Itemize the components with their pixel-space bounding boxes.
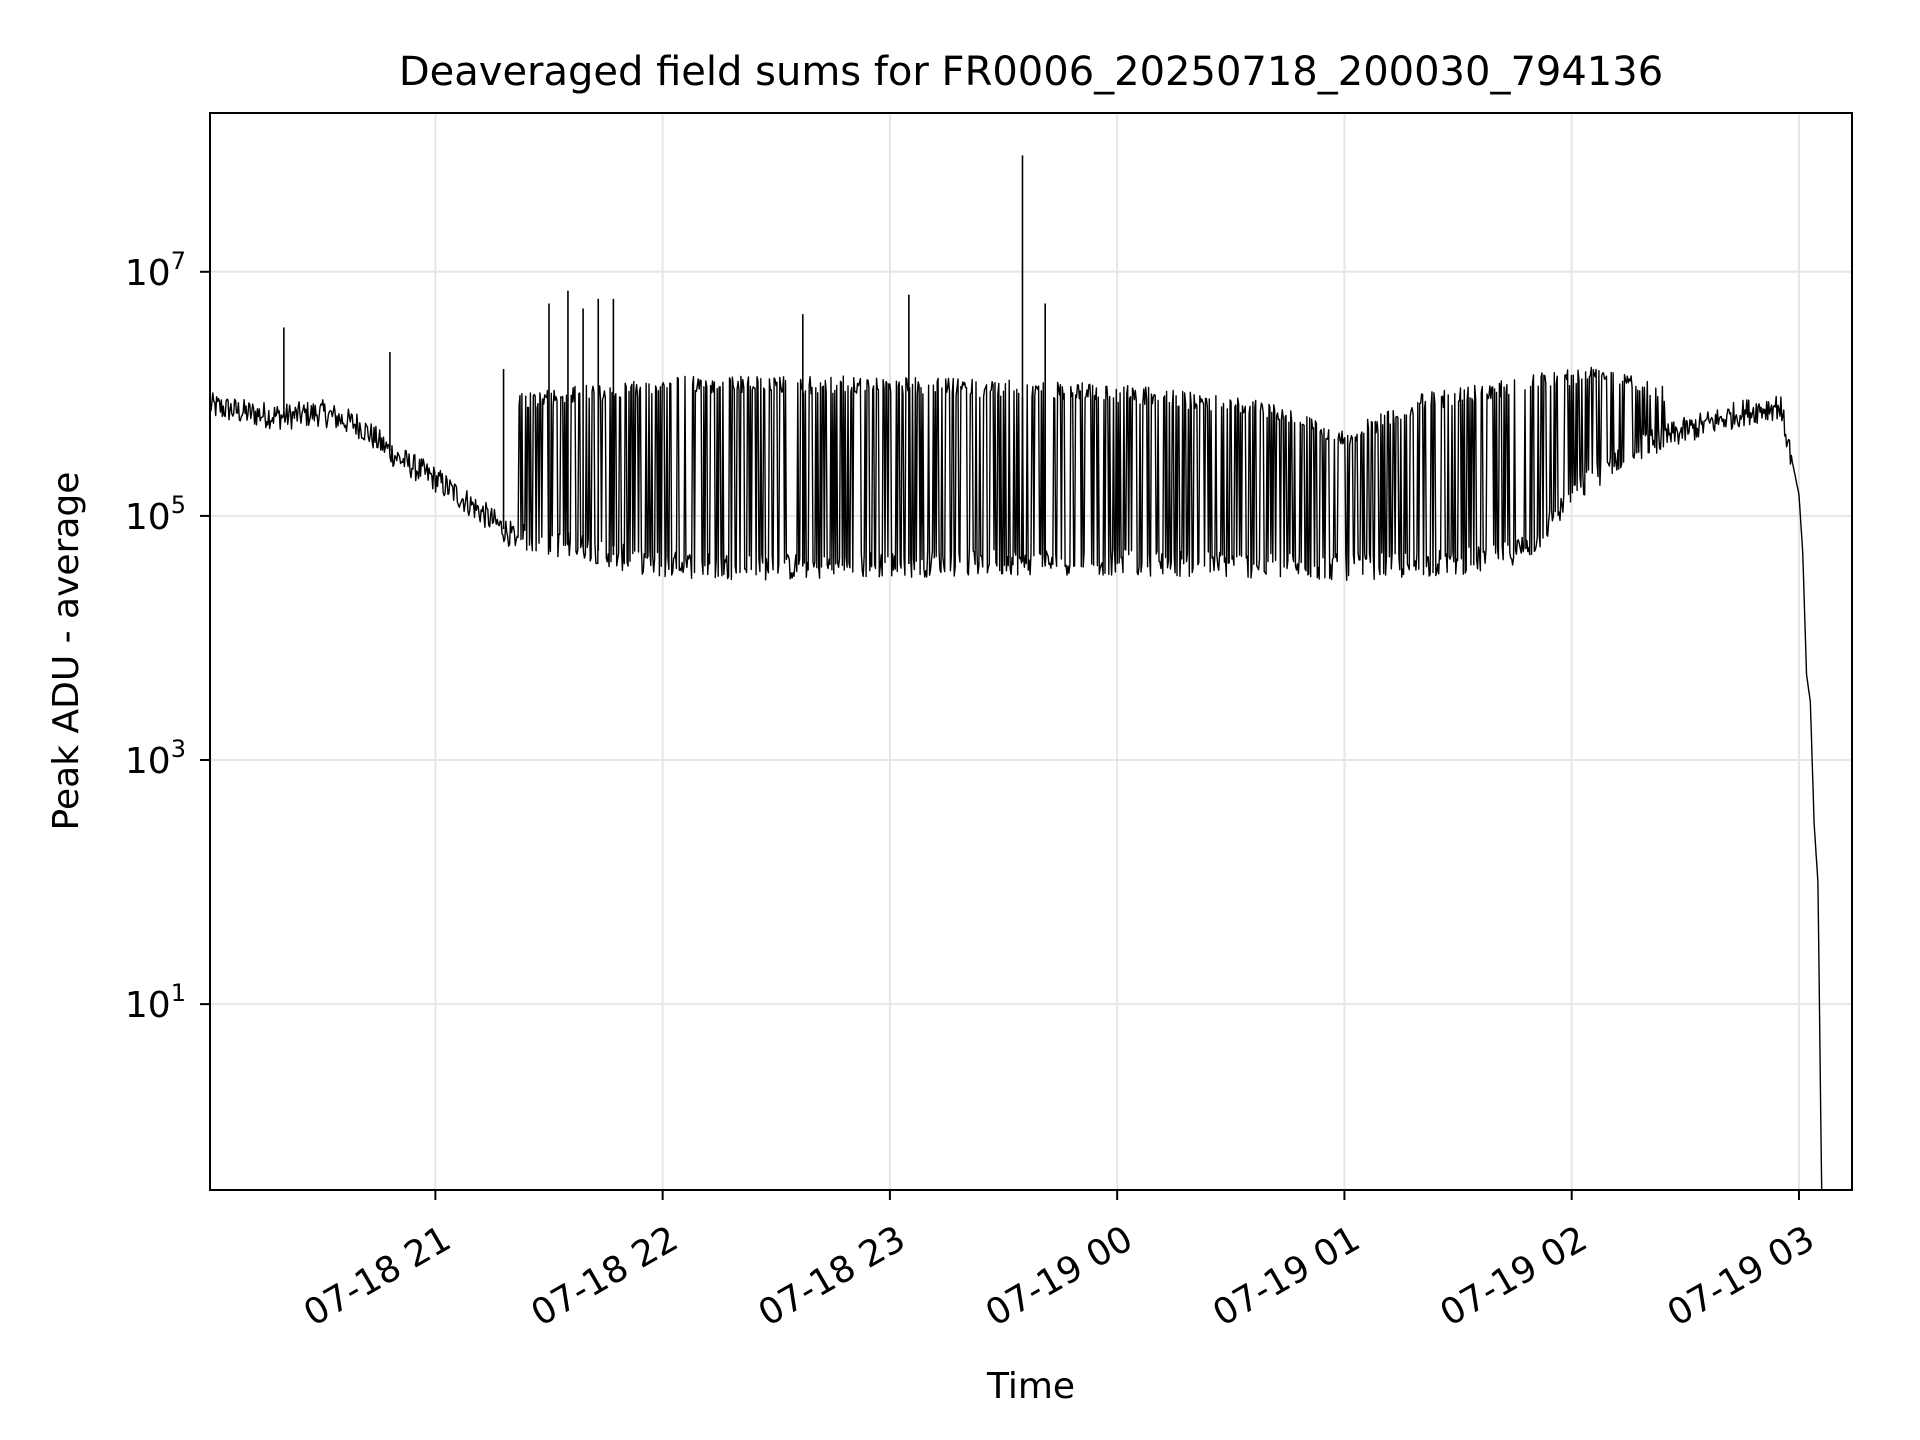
grid [210, 113, 1852, 1190]
y-tick-label: 107 [125, 247, 186, 294]
y-tick-base: 10 [125, 985, 171, 1026]
y-tick-exponent: 7 [171, 247, 186, 275]
y-tick-base: 10 [125, 253, 171, 294]
y-tick-exponent: 3 [171, 735, 186, 763]
series-line [209, 366, 1823, 1191]
y-axis-label: Peak ADU - average [46, 472, 87, 831]
y-tick-base: 10 [125, 741, 171, 782]
y-tick-base: 10 [125, 497, 171, 538]
plot-frame [209, 112, 1853, 1191]
y-tick-exponent: 1 [171, 979, 186, 1007]
x-axis-label: Time [986, 1366, 1075, 1407]
y-tick-label: 105 [125, 491, 186, 538]
y-tick-exponent: 5 [171, 491, 186, 519]
y-tick-label: 101 [125, 979, 186, 1026]
series-layer [209, 155, 1823, 1191]
y-tick-label: 103 [125, 735, 186, 782]
chart-title: Deaveraged field sums for FR0006_2025071… [399, 49, 1663, 95]
